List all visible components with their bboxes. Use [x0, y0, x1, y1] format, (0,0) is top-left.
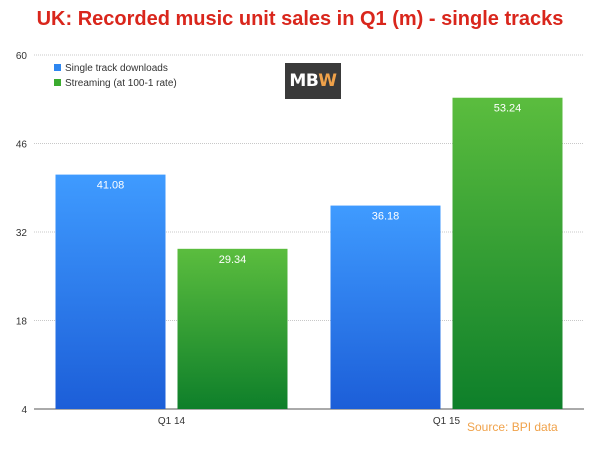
legend-swatch [54, 79, 61, 86]
chart-title: UK: Recorded music unit sales in Q1 (m) … [36, 8, 564, 30]
y-tick-label: 18 [16, 317, 28, 328]
y-tick-label: 4 [21, 405, 27, 416]
data-label: 53.24 [494, 103, 522, 115]
logo-text-w: W [318, 71, 337, 91]
bar [177, 248, 288, 409]
y-tick-label: 46 [16, 140, 28, 151]
legend-swatch [54, 64, 61, 71]
y-tick-label: 60 [16, 51, 28, 62]
legend-label: Single track downloads [65, 63, 168, 74]
bar [452, 97, 563, 410]
data-label: 36.18 [372, 211, 400, 223]
source-note: Source: BPI data [467, 420, 558, 434]
x-tick-label: Q1 15 [433, 416, 461, 427]
legend-label: Streaming (at 100-1 rate) [65, 78, 177, 89]
mbw-logo: MB W [285, 63, 341, 99]
y-tick-label: 32 [16, 228, 28, 239]
data-label: 29.34 [219, 254, 247, 266]
logo-text-mb: MB [289, 71, 319, 91]
x-tick-label: Q1 14 [158, 416, 186, 427]
bar [330, 205, 441, 409]
bar [55, 174, 166, 409]
data-label: 41.08 [97, 180, 125, 192]
